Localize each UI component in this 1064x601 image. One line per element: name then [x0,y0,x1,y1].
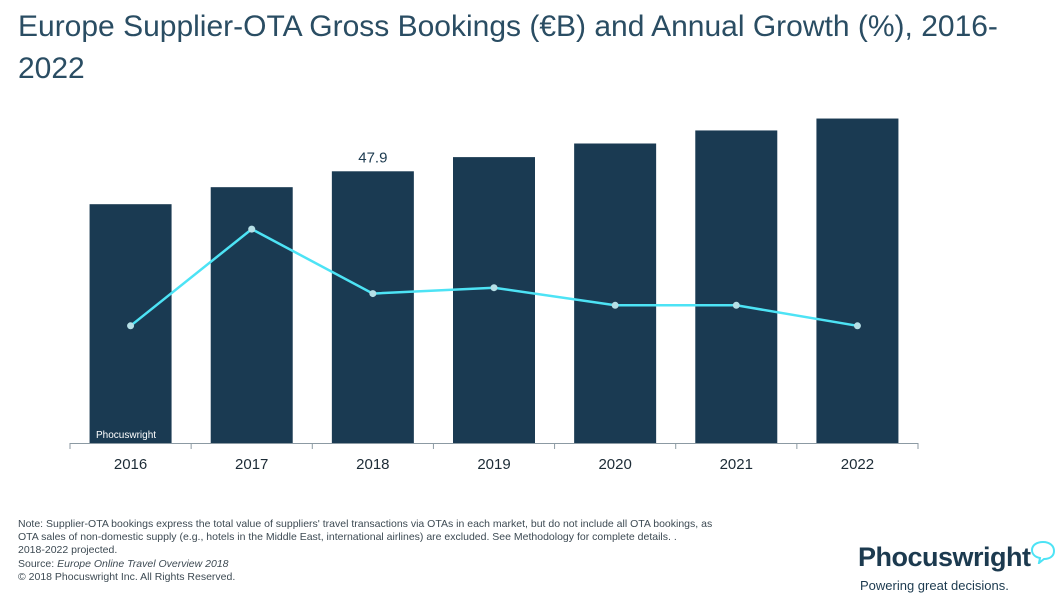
x-tick-label-2019: 2019 [477,456,510,473]
x-axis-ticks: 2016 2017 2018 2019 2020 2021 2022 [69,443,919,473]
growth-point-2019 [490,284,498,292]
brand-name: Phocuswright [858,542,1031,572]
note-line-3: 2018-2022 projected. [18,544,118,557]
growth-point-2022 [853,322,861,330]
speech-bubble-icon [1030,540,1056,564]
bar-series [89,118,899,443]
source-line: Source: Europe Online Travel Overview 20… [18,558,798,571]
growth-point-2016 [127,322,135,330]
footnotes: Note: Supplier-OTA bookings express the … [18,518,798,584]
x-tick-label-2020: 2020 [598,456,631,473]
source-prefix: Source: [18,557,58,570]
note-line-2: OTA sales of non-domestic supply (e.g., … [18,531,677,544]
data-label-2018: 47.9 [358,149,387,166]
x-tick-label-2016: 2016 [114,456,147,473]
growth-line-series [127,225,861,330]
growth-point-2021 [732,301,740,309]
bar-2017 [210,187,293,443]
growth-point-2018 [369,290,377,298]
bar-2021 [695,130,778,443]
brand-tagline: Powering great decisions. [860,578,1009,593]
growth-point-2020 [611,301,619,309]
bar-2018 [331,171,414,443]
chart-title: Europe Supplier-OTA Gross Bookings (€B) … [18,10,998,85]
source-title: Europe Online Travel Overview 2018 [57,557,229,570]
growth-point-2017 [248,225,256,233]
x-tick-label-2018: 2018 [356,456,389,473]
brand-logo: Phocuswright Powering great decisions. [858,540,1058,598]
data-labels: 47.9 [358,149,387,166]
watermark-text: Phocuswright [96,430,156,441]
x-tick-label-2017: 2017 [235,456,268,473]
bar-2019 [453,157,535,443]
note-line-1: Note: Supplier-OTA bookings express the … [18,518,713,530]
chart-area: 2016 2017 2018 2019 2020 2021 2022 47.9 Phocus… [69,118,919,473]
bar-2022 [816,118,899,443]
bar-2020 [574,143,657,443]
copyright-line: © 2018 Phocuswright Inc. All Rights Rese… [18,570,236,583]
x-tick-label-2021: 2021 [720,456,753,473]
x-tick-label-2022: 2022 [841,456,874,473]
